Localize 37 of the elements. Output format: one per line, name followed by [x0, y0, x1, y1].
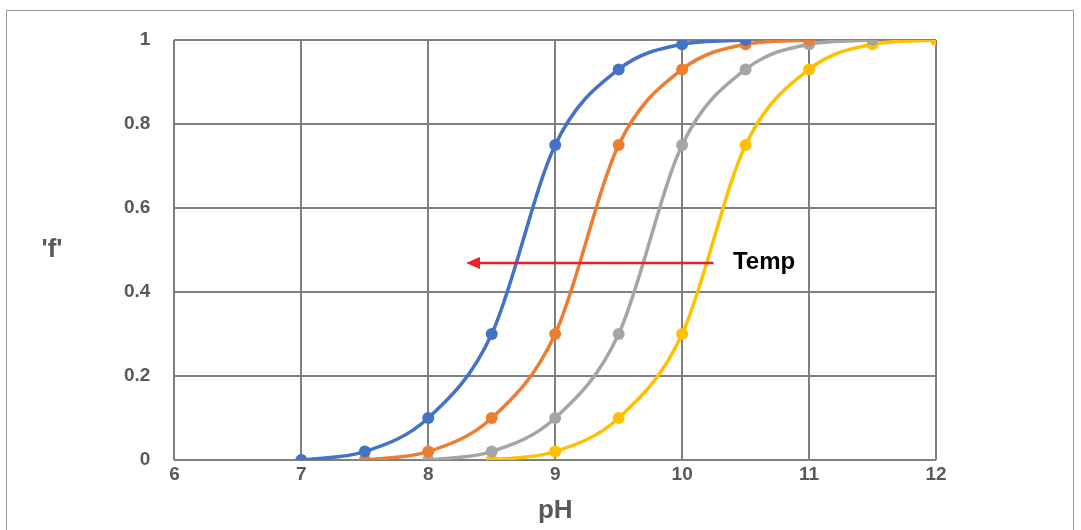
- point: [485, 445, 498, 458]
- point: [612, 328, 625, 340]
- point: [422, 412, 435, 424]
- y-tick-label: 0.2: [123, 364, 151, 386]
- point: [549, 445, 562, 458]
- x-tick-label: 8: [422, 462, 434, 484]
- point: [485, 328, 498, 340]
- x-tick-label: 11: [799, 462, 820, 484]
- x-tick-label: 7: [296, 462, 307, 484]
- y-tick-label: 1: [139, 28, 151, 50]
- x-tick-label: 10: [671, 462, 693, 484]
- point: [549, 139, 562, 151]
- point: [739, 139, 752, 151]
- y-tick-label: 0.6: [123, 196, 151, 218]
- point: [676, 139, 689, 151]
- point: [612, 63, 625, 76]
- point: [739, 63, 752, 76]
- y-tick-label: 0.4: [123, 280, 151, 302]
- x-tick-label: 6: [169, 462, 180, 484]
- point: [676, 328, 689, 340]
- point: [549, 328, 562, 340]
- x-tick-label: 9: [549, 462, 561, 484]
- point: [676, 40, 689, 51]
- y-tick-label: 0.8: [123, 112, 151, 134]
- y-axis-title: 'f': [41, 233, 63, 264]
- point: [422, 445, 435, 458]
- point: [612, 139, 625, 151]
- point: [549, 412, 562, 424]
- y-tick-label: 0: [139, 448, 151, 470]
- point: [612, 412, 625, 424]
- point: [676, 63, 689, 76]
- x-axis-title: pH: [537, 493, 573, 524]
- point: [485, 412, 498, 424]
- point: [803, 63, 816, 76]
- point: [358, 445, 371, 458]
- annotation: Temp: [732, 247, 796, 275]
- x-tick-label: 12: [925, 462, 947, 484]
